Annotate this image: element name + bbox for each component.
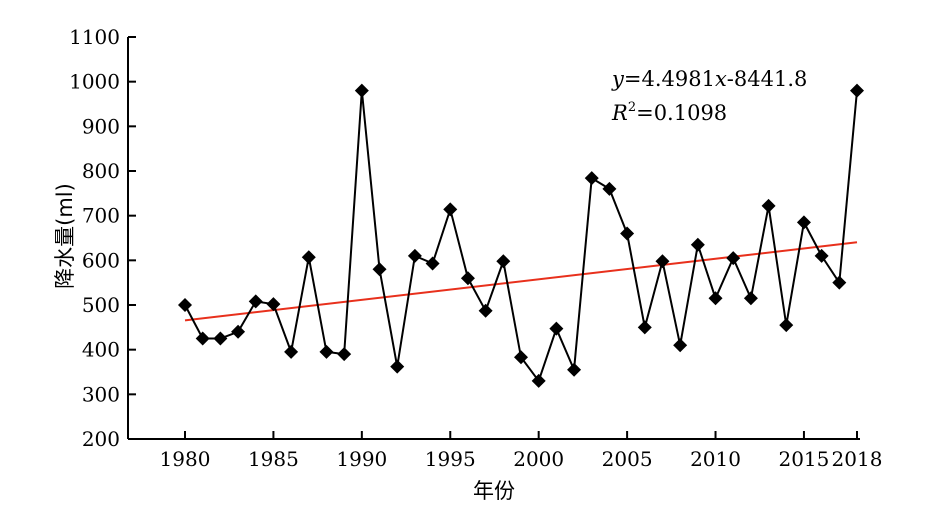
y-tick-label: 1000 (69, 70, 120, 94)
data-point (549, 321, 564, 336)
r2-superscript: 2 (628, 100, 636, 115)
data-point (266, 297, 281, 312)
data-point (602, 181, 617, 196)
data-point (673, 338, 688, 353)
y-tick-label: 1100 (69, 25, 120, 49)
data-point (231, 324, 246, 339)
data-point (620, 226, 635, 241)
trendline-group (184, 241, 858, 322)
regression-equation: y=4.4981x-8441.8 (611, 67, 807, 91)
data-point (478, 303, 493, 318)
y-tick-label: 400 (82, 338, 120, 362)
eq-intercept: -8441.8 (727, 67, 808, 91)
eq-coef: =4.4981 (624, 67, 715, 91)
data-point (832, 275, 847, 290)
y-tick-label: 300 (82, 382, 120, 406)
x-tick-label: 1990 (336, 447, 387, 471)
data-point (443, 202, 458, 217)
y-tick-label: 600 (82, 248, 120, 272)
data-point (567, 362, 582, 377)
y-ticks: 200 300 400 500 600 700 800 900 1000 1100 (69, 25, 136, 451)
data-point (850, 83, 864, 98)
y-tick-label: 200 (82, 427, 120, 451)
data-point (248, 294, 263, 309)
data-point (284, 344, 299, 359)
x-tick-label: 2005 (602, 447, 653, 471)
y-axis-title: 降水量(ml) (53, 183, 77, 289)
data-point (779, 318, 794, 333)
data-point (743, 291, 758, 306)
r-squared: R2=0.1098 (611, 100, 727, 125)
r2-symbol: R (611, 101, 628, 125)
data-point (301, 250, 316, 265)
data-point (637, 320, 652, 335)
series-line (184, 90, 858, 384)
x-tick-label: 2018 (832, 447, 883, 471)
data-point (814, 248, 829, 263)
data-point (584, 171, 599, 186)
data-point (708, 291, 723, 306)
trendline (184, 241, 858, 322)
data-point (390, 359, 405, 374)
x-tick-label: 2010 (690, 447, 741, 471)
r2-value: =0.1098 (636, 101, 727, 125)
data-point (726, 251, 741, 266)
data-point (213, 331, 228, 346)
data-point (514, 350, 528, 365)
data-point (372, 262, 387, 277)
data-point (319, 344, 334, 359)
eq-x-var: x (715, 67, 727, 91)
data-point (425, 256, 440, 271)
data-point (761, 198, 776, 213)
data-point (531, 373, 546, 388)
x-axis-title: 年份 (473, 479, 515, 503)
eq-y-var: y (611, 67, 625, 91)
data-point (337, 347, 352, 362)
data-point (354, 83, 369, 98)
series-group (178, 83, 864, 388)
data-point (460, 271, 475, 286)
data-point (690, 237, 705, 252)
data-point (195, 331, 210, 346)
y-tick-label: 900 (82, 114, 120, 138)
data-point (178, 298, 192, 312)
axes (127, 37, 860, 440)
x-tick-label: 1995 (425, 447, 476, 471)
x-tick-label: 2015 (778, 447, 829, 471)
y-tick-label: 500 (82, 293, 120, 317)
x-tick-label: 1980 (160, 447, 211, 471)
x-tick-label: 2000 (513, 447, 564, 471)
data-point (655, 254, 670, 269)
data-point (496, 254, 511, 269)
y-tick-label: 700 (82, 204, 120, 228)
x-ticks: 1980 1985 1990 1995 2000 2005 2010 2015 2018 (160, 431, 883, 471)
y-tick-label: 800 (82, 159, 120, 183)
data-point (796, 215, 811, 230)
data-point (407, 248, 422, 263)
x-tick-label: 1985 (248, 447, 299, 471)
